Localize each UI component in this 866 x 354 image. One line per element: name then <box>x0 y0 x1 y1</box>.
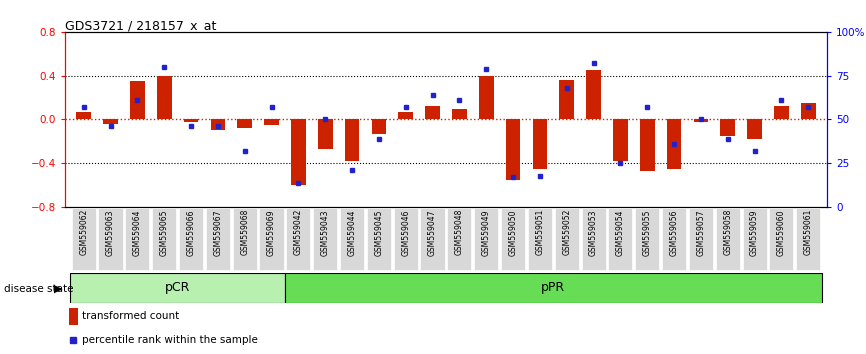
Bar <box>667 120 682 169</box>
Text: GSM559047: GSM559047 <box>428 209 437 256</box>
FancyBboxPatch shape <box>367 209 391 269</box>
FancyBboxPatch shape <box>501 209 525 269</box>
Bar <box>318 120 333 149</box>
Bar <box>559 80 574 120</box>
Text: disease state: disease state <box>4 284 74 293</box>
Bar <box>237 120 252 128</box>
Bar <box>264 120 279 125</box>
Text: GSM559063: GSM559063 <box>106 209 115 256</box>
Bar <box>425 106 440 120</box>
Text: GSM559066: GSM559066 <box>186 209 196 256</box>
FancyBboxPatch shape <box>769 209 793 269</box>
Bar <box>285 273 822 303</box>
FancyBboxPatch shape <box>313 209 338 269</box>
Bar <box>291 120 306 185</box>
Text: GSM559053: GSM559053 <box>589 209 598 256</box>
FancyBboxPatch shape <box>152 209 177 269</box>
Text: percentile rank within the sample: percentile rank within the sample <box>81 335 257 346</box>
Bar <box>345 120 359 161</box>
FancyBboxPatch shape <box>796 209 820 269</box>
FancyBboxPatch shape <box>475 209 498 269</box>
FancyBboxPatch shape <box>340 209 364 269</box>
Bar <box>70 273 285 303</box>
FancyBboxPatch shape <box>528 209 552 269</box>
Bar <box>372 120 386 134</box>
Text: GSM559057: GSM559057 <box>696 209 706 256</box>
Text: GSM559062: GSM559062 <box>79 209 88 255</box>
FancyBboxPatch shape <box>72 209 96 269</box>
Text: GSM559067: GSM559067 <box>213 209 223 256</box>
Text: GSM559068: GSM559068 <box>240 209 249 255</box>
Text: GSM559054: GSM559054 <box>616 209 625 256</box>
FancyBboxPatch shape <box>448 209 471 269</box>
Text: GSM559043: GSM559043 <box>320 209 330 256</box>
Bar <box>640 120 655 171</box>
FancyBboxPatch shape <box>608 209 632 269</box>
Bar <box>747 120 762 139</box>
FancyBboxPatch shape <box>688 209 713 269</box>
FancyBboxPatch shape <box>126 209 150 269</box>
Text: GSM559061: GSM559061 <box>804 209 813 255</box>
Bar <box>76 112 91 120</box>
FancyBboxPatch shape <box>394 209 417 269</box>
Text: GSM559046: GSM559046 <box>401 209 410 256</box>
FancyBboxPatch shape <box>742 209 766 269</box>
Bar <box>533 120 547 169</box>
FancyBboxPatch shape <box>662 209 686 269</box>
Text: GSM559044: GSM559044 <box>347 209 357 256</box>
Bar <box>68 308 78 325</box>
Text: GSM559064: GSM559064 <box>132 209 142 256</box>
Bar <box>103 120 118 124</box>
Text: GSM559060: GSM559060 <box>777 209 786 256</box>
Bar <box>210 120 225 130</box>
Bar <box>157 76 171 120</box>
FancyBboxPatch shape <box>581 209 605 269</box>
FancyBboxPatch shape <box>635 209 659 269</box>
Text: GSM559051: GSM559051 <box>535 209 545 255</box>
Text: GSM559045: GSM559045 <box>374 209 384 256</box>
Text: GSM559042: GSM559042 <box>294 209 303 255</box>
Bar <box>613 120 628 161</box>
Text: GDS3721 / 218157_x_at: GDS3721 / 218157_x_at <box>65 19 216 32</box>
Bar <box>721 120 735 136</box>
Text: GSM559056: GSM559056 <box>669 209 679 256</box>
FancyBboxPatch shape <box>206 209 230 269</box>
Text: GSM559058: GSM559058 <box>723 209 733 255</box>
Text: GSM559049: GSM559049 <box>481 209 491 256</box>
Text: GSM559069: GSM559069 <box>267 209 276 256</box>
Bar <box>801 103 816 120</box>
Bar <box>694 120 708 122</box>
Text: ▶: ▶ <box>54 284 62 293</box>
FancyBboxPatch shape <box>554 209 578 269</box>
FancyBboxPatch shape <box>421 209 444 269</box>
FancyBboxPatch shape <box>287 209 311 269</box>
FancyBboxPatch shape <box>715 209 740 269</box>
FancyBboxPatch shape <box>260 209 284 269</box>
Bar <box>452 109 467 120</box>
Bar <box>398 112 413 120</box>
Text: GSM559059: GSM559059 <box>750 209 759 256</box>
FancyBboxPatch shape <box>179 209 204 269</box>
Text: pPR: pPR <box>541 281 565 294</box>
Bar <box>506 120 520 180</box>
Bar <box>130 81 145 120</box>
FancyBboxPatch shape <box>233 209 257 269</box>
Bar <box>479 76 494 120</box>
Text: pCR: pCR <box>165 281 191 294</box>
Text: GSM559050: GSM559050 <box>508 209 518 256</box>
Text: transformed count: transformed count <box>81 312 179 321</box>
Bar <box>774 106 789 120</box>
Bar <box>586 70 601 120</box>
Bar <box>184 120 198 122</box>
Text: GSM559055: GSM559055 <box>643 209 652 256</box>
FancyBboxPatch shape <box>99 209 123 269</box>
Text: GSM559048: GSM559048 <box>455 209 464 255</box>
Text: GSM559052: GSM559052 <box>562 209 572 255</box>
Text: GSM559065: GSM559065 <box>159 209 169 256</box>
